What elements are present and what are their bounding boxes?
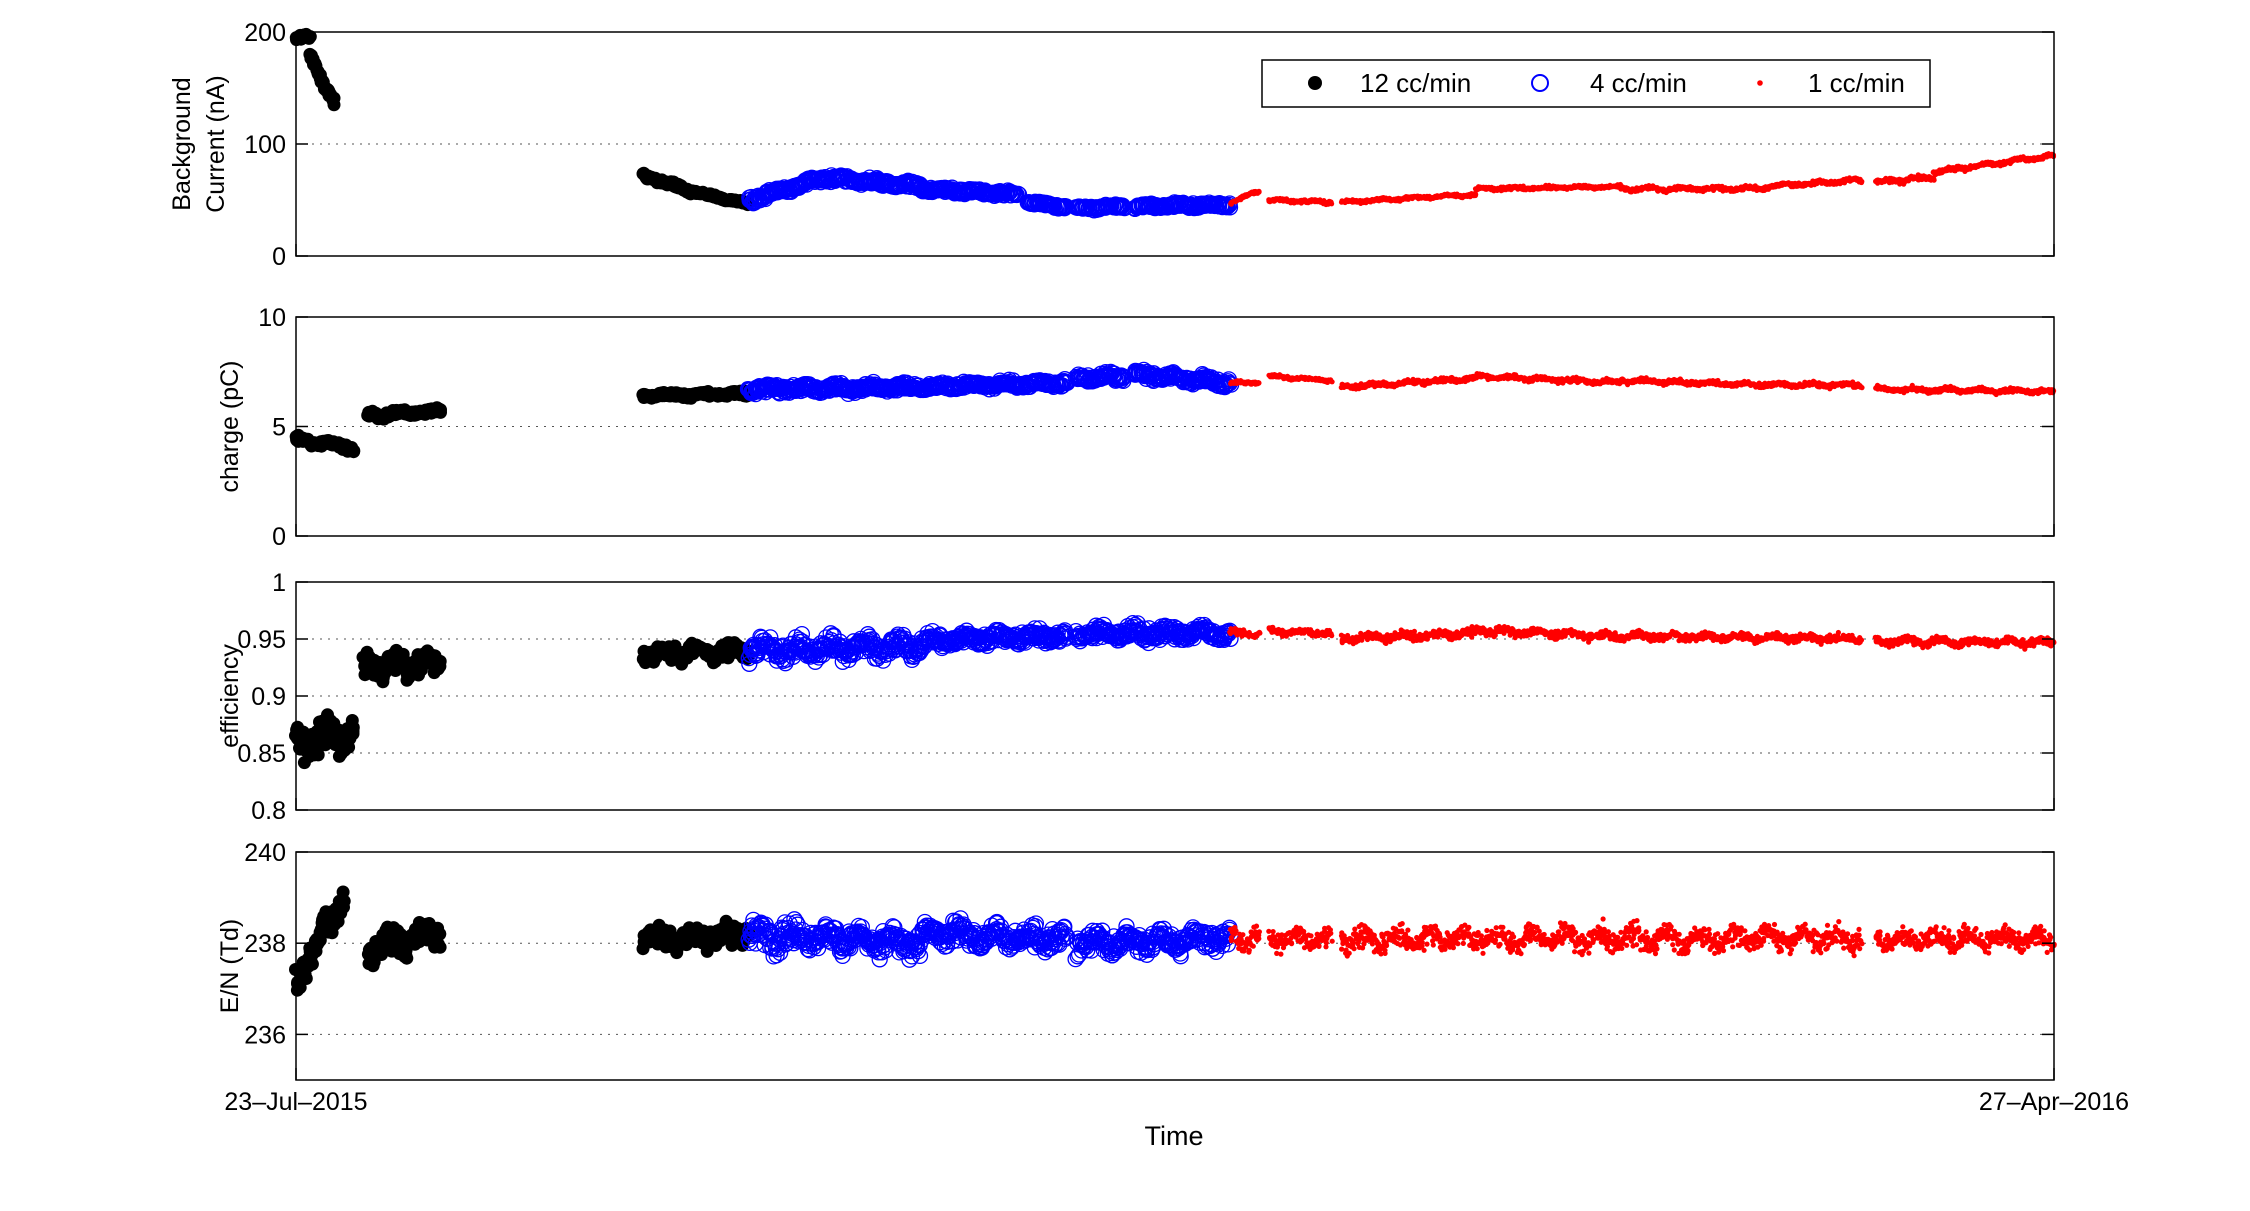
point-1ccmin: [1931, 177, 1937, 183]
point-12ccmin: [327, 98, 341, 112]
y-tick-label: 5: [272, 414, 286, 442]
y-tick-label: 200: [244, 19, 286, 47]
y-tick-label: 100: [244, 131, 286, 159]
point-1ccmin: [1472, 192, 1478, 199]
y-axis-label: Current (nA): [202, 75, 230, 213]
point-12ccmin: [346, 721, 360, 734]
y-tick-label: 10: [258, 304, 286, 332]
panel-background-current: 0 100 200 Background Current (nA): [168, 19, 2057, 271]
point-1ccmin: [1256, 189, 1262, 195]
y-tick-label: 0: [272, 243, 286, 271]
point-1ccmin: [1859, 178, 1865, 185]
point-4ccmin: [999, 185, 1016, 202]
point-12ccmin: [347, 445, 361, 459]
y-axis-label: Background: [168, 77, 196, 210]
point-1ccmin: [1859, 385, 1865, 391]
point-12ccmin: [434, 403, 447, 417]
y-axis-label: charge (pC): [216, 361, 244, 493]
point-1ccmin: [1256, 380, 1262, 386]
point-1ccmin: [1329, 379, 1335, 385]
point-1ccmin: [1329, 201, 1335, 207]
point-12ccmin: [303, 30, 317, 44]
y-tick-label: 0: [272, 523, 286, 551]
data-points: [289, 27, 2057, 219]
